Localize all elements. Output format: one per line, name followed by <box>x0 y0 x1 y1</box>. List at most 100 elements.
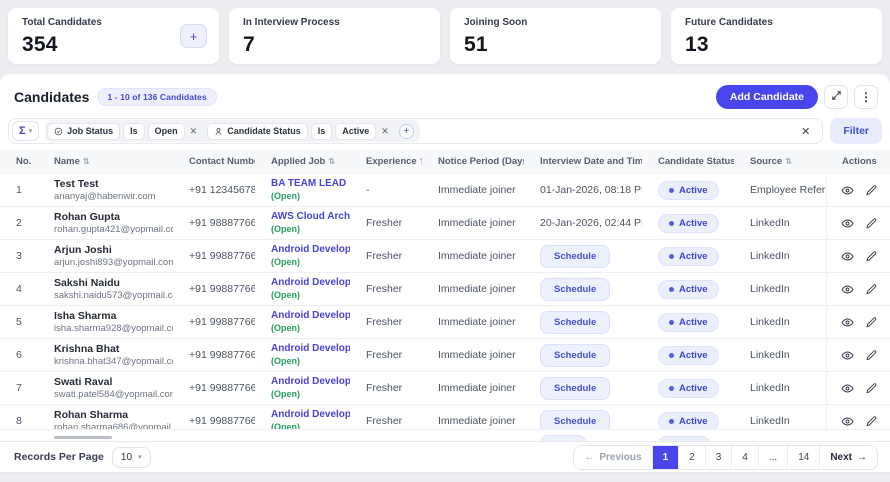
column-header-contact: Contact Number <box>173 150 263 173</box>
cell-interview-datetime: Schedule <box>524 376 642 400</box>
cell-experience: Fresher <box>366 316 403 328</box>
view-candidate-button[interactable] <box>841 184 854 197</box>
column-header-candidate-status[interactable]: Candidate Status⇅ <box>642 150 745 173</box>
view-candidate-button[interactable] <box>841 349 854 362</box>
edit-candidate-button[interactable] <box>865 415 878 428</box>
status-badge[interactable]: Active <box>658 345 719 365</box>
more-options-button[interactable]: ⋮ <box>854 85 878 109</box>
table-row: 7 Swati Raval swati.patel584@yopmail.com… <box>0 371 890 404</box>
cell-actions <box>826 207 890 239</box>
candidates-count-badge: 1 - 10 of 136 Candidates <box>97 88 217 106</box>
edit-candidate-button[interactable] <box>865 382 878 395</box>
column-header-applied-job[interactable]: Applied Job ⇅ <box>255 150 350 173</box>
job-status-open: (Open) <box>271 190 300 201</box>
job-status-open: (Open) <box>271 322 300 333</box>
page-button-4[interactable]: 4 <box>731 445 758 469</box>
check-circle-icon <box>54 127 63 136</box>
edit-candidate-button[interactable] <box>865 349 878 362</box>
page-button-14[interactable]: 14 <box>787 445 820 469</box>
filter-logic-dropdown[interactable]: Σ ▾ <box>12 121 40 141</box>
schedule-button[interactable]: Schedule <box>540 277 611 301</box>
add-filter-button[interactable]: + <box>398 123 414 139</box>
candidate-name: Isha Sharma <box>54 309 117 322</box>
stat-card-in-interview: In Interview Process 7 <box>229 8 440 64</box>
applied-job-link[interactable]: Android Developer <box>271 343 350 355</box>
edit-candidate-button[interactable] <box>865 250 878 263</box>
cell-contact-number: +91 9988776632 <box>189 415 255 427</box>
cell-row-number: 7 <box>16 382 22 394</box>
edit-candidate-button[interactable] <box>865 184 878 197</box>
add-candidate-quick-button[interactable]: + <box>180 24 207 48</box>
edit-candidate-button[interactable] <box>865 283 878 296</box>
schedule-button[interactable]: Schedule <box>540 376 611 400</box>
stats-row: Total Candidates 354 + In Interview Proc… <box>0 0 890 64</box>
cell-row-number: 3 <box>16 250 22 262</box>
status-badge[interactable]: Active <box>658 312 719 332</box>
filter-button[interactable]: Filter <box>830 118 882 144</box>
column-header-experience[interactable]: Experience⇅ <box>350 150 426 173</box>
filter-field[interactable]: Candidate Status <box>207 122 308 140</box>
cell-source: LinkedIn <box>750 415 790 427</box>
view-candidate-button[interactable] <box>841 316 854 329</box>
status-badge[interactable]: Active <box>658 411 719 429</box>
filter-chip-candidate-status: Candidate Status Is Active ✕ <box>207 122 391 140</box>
status-badge[interactable]: Active <box>658 378 719 398</box>
filter-field[interactable]: Job Status <box>47 122 121 140</box>
view-candidate-button[interactable] <box>841 217 854 230</box>
cell-applied-job: AWS Cloud Architect (Open) <box>255 211 350 235</box>
expand-fullscreen-button[interactable] <box>824 85 848 109</box>
column-header-source[interactable]: Source ⇅ <box>734 150 826 173</box>
edit-candidate-button[interactable] <box>865 316 878 329</box>
column-header-notice-period[interactable]: Notice Period (Days)⇅ <box>422 150 541 173</box>
cell-notice-period: Immediate joiner <box>438 184 516 196</box>
status-badge[interactable]: Active <box>658 246 719 266</box>
add-candidate-button[interactable]: Add Candidate <box>715 85 818 109</box>
remove-filter-icon[interactable]: ✕ <box>381 125 389 136</box>
column-header-name[interactable]: Name ⇅ <box>38 150 173 173</box>
page-button-3[interactable]: 3 <box>704 445 732 469</box>
user-icon <box>214 127 223 136</box>
cell-name: Swati Raval swati.patel584@yopmail.com <box>38 376 173 401</box>
schedule-button[interactable]: Schedule <box>540 310 611 334</box>
remove-filter-icon[interactable]: ✕ <box>189 125 198 136</box>
filter-value[interactable]: Active <box>335 122 377 140</box>
view-candidate-button[interactable] <box>841 382 854 395</box>
status-badge[interactable]: Active <box>658 279 719 299</box>
edit-candidate-button[interactable] <box>865 217 878 230</box>
applied-job-link[interactable]: Android Developer <box>271 244 350 256</box>
filter-value[interactable]: Open <box>147 122 185 140</box>
clipped-name <box>38 430 173 439</box>
cell-name: Isha Sharma isha.sharma928@yopmail.com <box>38 310 173 335</box>
candidate-email: arjun.joshi893@yopmail.com <box>54 256 173 268</box>
page-ellipsis: ... <box>757 445 788 469</box>
view-candidate-button[interactable] <box>841 415 854 428</box>
candidate-name: Rohan Sharma <box>54 408 129 421</box>
expand-icon <box>831 88 842 106</box>
page-button-1[interactable]: 1 <box>651 445 679 469</box>
view-candidate-button[interactable] <box>841 283 854 296</box>
schedule-button[interactable]: Schedule <box>540 244 611 268</box>
previous-page-button[interactable]: ← Previous <box>574 445 652 469</box>
sort-icon: ⇅ <box>82 157 90 166</box>
view-candidate-button[interactable] <box>841 250 854 263</box>
applied-job-link[interactable]: Android Developer <box>271 409 350 421</box>
clear-filters-icon[interactable]: ✕ <box>801 125 811 138</box>
applied-job-link[interactable]: Android Developer <box>271 277 350 289</box>
schedule-button[interactable]: Schedule <box>540 409 611 429</box>
status-badge[interactable]: Active <box>658 213 719 233</box>
sort-icon: ⇅ <box>785 157 792 166</box>
filter-operator[interactable]: Is <box>310 122 333 140</box>
applied-job-link[interactable]: Android Developer <box>271 376 350 388</box>
applied-job-link[interactable]: AWS Cloud Architect <box>271 211 350 223</box>
cell-notice-period: Immediate joiner <box>438 349 516 361</box>
applied-job-link[interactable]: Android Developer <box>271 310 350 322</box>
applied-job-link[interactable]: BA TEAM LEAD <box>271 178 347 190</box>
schedule-button[interactable]: Schedule <box>540 343 611 367</box>
column-header-interview-datetime[interactable]: Interview Date and Time⇅ <box>524 150 658 173</box>
cell-candidate-status: Active <box>642 180 734 200</box>
filter-operator[interactable]: Is <box>123 122 145 140</box>
records-per-page-select[interactable]: 10 ▾ <box>111 446 151 468</box>
page-button-2[interactable]: 2 <box>678 445 705 469</box>
status-badge[interactable]: Active <box>658 180 719 200</box>
next-page-button[interactable]: Next → <box>819 445 877 469</box>
